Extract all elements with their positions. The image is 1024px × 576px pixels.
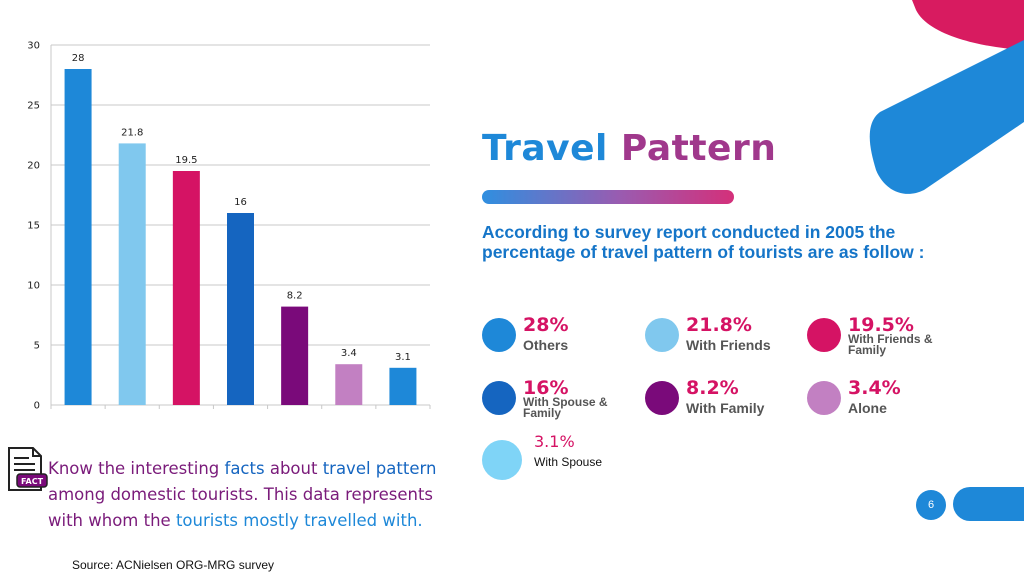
legend-percent: 3.1% (534, 432, 575, 451)
y-tick-label: 30 (27, 41, 40, 52)
legend-percent: 8.2% (686, 377, 739, 399)
blue-stripe (869, 40, 1024, 194)
y-tick-label: 5 (34, 341, 40, 352)
bar-value-label: 19.5 (175, 155, 197, 166)
title-underline (482, 190, 734, 204)
y-tick-label: 0 (34, 401, 40, 412)
fact-text-about: about (269, 459, 318, 478)
bar-value-label: 8.2 (287, 291, 303, 302)
pink-blob (912, 0, 1024, 50)
legend-color-dot (807, 318, 841, 352)
legend-color-dot (482, 440, 522, 480)
fact-text-facts: facts (224, 459, 265, 478)
legend-label: With Family (686, 400, 765, 416)
fact-document-icon: FACT (8, 447, 48, 491)
bar-value-labels: 28 21.8 19.5 16 8.2 3.4 3.1 (72, 53, 411, 363)
legend-percent: 3.4% (848, 377, 901, 399)
y-tick-label: 25 (27, 101, 40, 112)
legend-label: With Spouse & Family (523, 395, 608, 420)
bar-alone (335, 364, 363, 405)
fact-text-1: Know the interesting (48, 459, 220, 478)
bottom-right-pill (953, 487, 1024, 521)
legend-label: Others (523, 337, 569, 353)
bar-with-friends-family (172, 171, 200, 405)
bar-with-spouse (389, 367, 417, 405)
title-travel: Travel (482, 128, 608, 169)
legend-color-dot (645, 381, 679, 415)
y-tick-label: 10 (27, 281, 40, 292)
page-number: 6 (916, 490, 946, 520)
slide-title: Travel Pattern (482, 128, 776, 169)
fact-text-tourists: tourists mostly travelled with. (175, 511, 423, 530)
legend-label: Alone (848, 400, 887, 416)
fact-text-2: among domestic tourists. This data repre… (48, 485, 434, 530)
legend-percent: 16% (523, 377, 569, 399)
legend-label: With Friends (686, 337, 771, 353)
bar-value-label: 16 (234, 197, 247, 208)
chart-grid (50, 44, 431, 409)
bar-value-label: 28 (72, 53, 85, 64)
bar-with-family (281, 306, 309, 405)
chart-bars (64, 69, 417, 405)
bar-chart: 0 5 10 15 20 25 30 28 21.8 19.5 16 8.2 3.4 3.1 (27, 41, 431, 412)
y-tick-label: 15 (27, 221, 40, 232)
source-note: Source: ACNielsen ORG-MRG survey (72, 558, 275, 572)
fact-badge-label: FACT (21, 477, 44, 486)
corner-decoration (869, 0, 1024, 194)
legend-label: With Spouse (534, 455, 603, 469)
bar-value-label: 21.8 (121, 127, 143, 138)
fact-text: Know the interesting facts about travel … (48, 456, 468, 534)
bar-with-friends (118, 143, 146, 405)
bar-value-label: 3.4 (341, 348, 357, 359)
bar-with-spouse-family (227, 213, 254, 405)
legend-label: With Friends & Family (848, 332, 933, 357)
fact-text-travel-pattern: travel pattern (322, 459, 437, 478)
intro-text: According to survey report conducted in … (482, 222, 925, 262)
bar-others (64, 69, 92, 405)
legend-percent: 19.5% (848, 314, 914, 336)
legend-color-dot (482, 318, 516, 352)
y-axis-ticks: 0 5 10 15 20 25 30 (27, 41, 40, 412)
y-tick-label: 20 (27, 161, 40, 172)
legend-color-dot (807, 381, 841, 415)
bar-value-label: 3.1 (395, 352, 411, 363)
legend-color-dot (645, 318, 679, 352)
legend-percent: 28% (523, 314, 569, 336)
legend-color-dot (482, 381, 516, 415)
legend-percent: 21.8% (686, 314, 752, 336)
title-pattern: Pattern (620, 128, 777, 169)
